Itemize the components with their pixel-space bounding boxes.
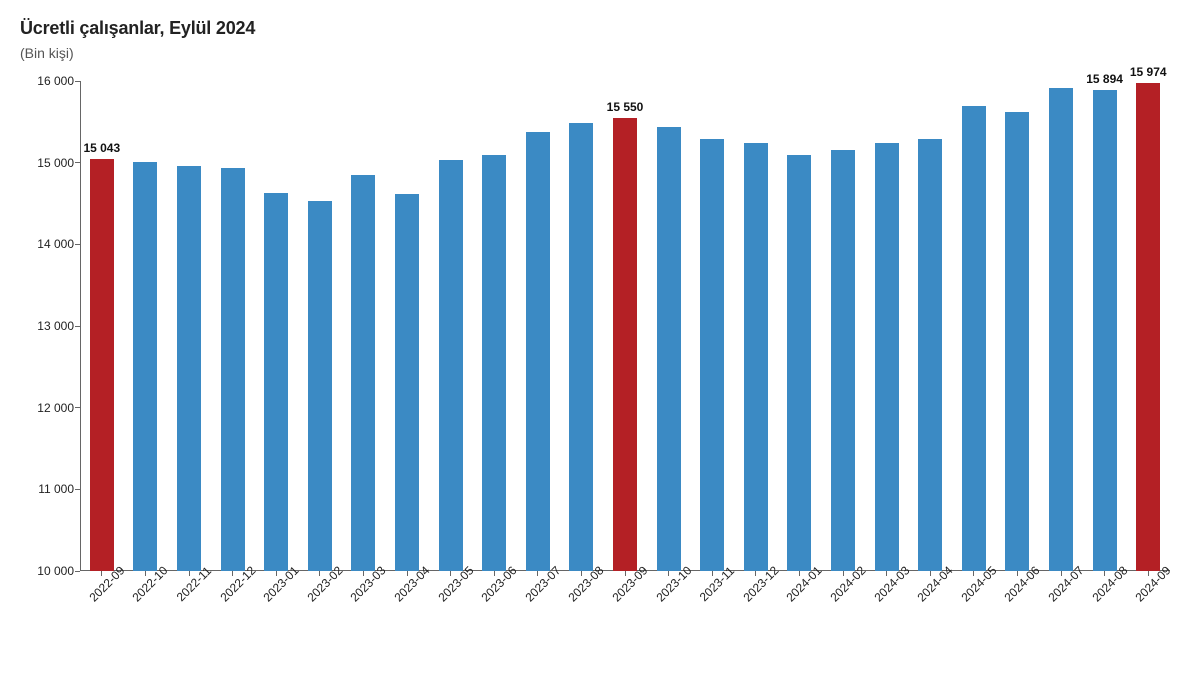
y-tick-mark: [75, 326, 80, 327]
bar: [395, 194, 419, 571]
y-tick-label: 14 000: [37, 237, 74, 251]
x-tick-mark: [930, 571, 931, 576]
x-tick-mark: [1104, 571, 1105, 576]
x-tick-mark: [232, 571, 233, 576]
bar: [744, 143, 768, 571]
y-axis: [80, 81, 81, 571]
y-tick-label: 10 000: [37, 564, 74, 578]
bar: [962, 106, 986, 572]
y-tick-mark: [75, 489, 80, 490]
bar: [351, 175, 375, 571]
y-tick-label: 16 000: [37, 74, 74, 88]
y-tick-mark: [75, 162, 80, 163]
chart-subtitle: (Bin kişi): [20, 45, 1180, 61]
x-tick-mark: [755, 571, 756, 576]
bar: [787, 155, 811, 572]
bar: [657, 127, 681, 571]
bar: [482, 155, 506, 572]
x-tick-mark: [145, 571, 146, 576]
data-label: 15 550: [607, 100, 644, 114]
chart-title: Ücretli çalışanlar, Eylül 2024: [20, 18, 1180, 39]
x-tick-mark: [1148, 571, 1149, 576]
x-tick-mark: [363, 571, 364, 576]
x-tick-mark: [843, 571, 844, 576]
bar: [1136, 83, 1160, 571]
bar: [177, 166, 201, 571]
bar: [1049, 88, 1073, 571]
x-tick-mark: [625, 571, 626, 576]
y-tick-label: 13 000: [37, 319, 74, 333]
x-tick-mark: [799, 571, 800, 576]
x-tick-mark: [276, 571, 277, 576]
y-tick-label: 11 000: [38, 482, 74, 496]
bar: [700, 139, 724, 571]
plot-area: 10 00011 00012 00013 00014 00015 00016 0…: [80, 81, 1170, 571]
bar: [918, 139, 942, 571]
y-tick-mark: [75, 244, 80, 245]
x-tick-mark: [494, 571, 495, 576]
x-tick-mark: [1061, 571, 1062, 576]
bar: [613, 118, 637, 571]
y-tick-mark: [75, 571, 80, 572]
bar: [831, 150, 855, 571]
x-tick-mark: [886, 571, 887, 576]
y-tick-mark: [75, 81, 80, 82]
bar: [308, 201, 332, 571]
y-tick-label: 12 000: [37, 401, 74, 415]
x-tick-mark: [581, 571, 582, 576]
x-tick-mark: [537, 571, 538, 576]
data-label: 15 894: [1086, 72, 1123, 86]
bar: [90, 159, 114, 571]
y-tick-label: 15 000: [37, 156, 74, 170]
x-tick-mark: [189, 571, 190, 576]
bar: [1093, 90, 1117, 571]
chart-area: 10 000 11 000 12 000 13 000 14 000 15 000 16 0…: [20, 71, 1180, 631]
bar: [569, 123, 593, 571]
data-label: 15 974: [1130, 65, 1167, 79]
bar: [221, 168, 245, 571]
x-tick-mark: [450, 571, 451, 576]
x-tick-mark: [101, 571, 102, 576]
bar: [133, 162, 157, 571]
bar: [264, 193, 288, 571]
x-tick-mark: [668, 571, 669, 576]
x-tick-mark: [1017, 571, 1018, 576]
data-label: 15 043: [83, 141, 120, 155]
chart-container: Ücretli çalışanlar, Eylül 2024 (Bin kişi…: [0, 0, 1200, 698]
bar: [1005, 112, 1029, 571]
bar: [439, 160, 463, 571]
x-tick-mark: [407, 571, 408, 576]
x-tick-mark: [319, 571, 320, 576]
y-tick-mark: [75, 407, 80, 408]
bar: [526, 132, 550, 571]
x-tick-mark: [712, 571, 713, 576]
x-tick-mark: [973, 571, 974, 576]
bar: [875, 143, 899, 571]
